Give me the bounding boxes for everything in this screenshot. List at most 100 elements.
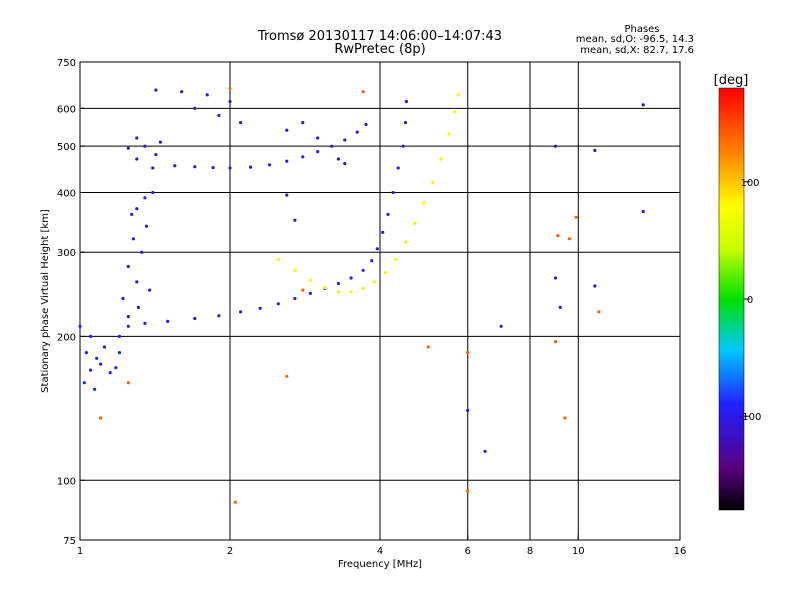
echo-point bbox=[233, 500, 237, 504]
echo-point bbox=[293, 296, 297, 301]
echo-point bbox=[267, 163, 272, 167]
echo-point bbox=[330, 144, 334, 148]
x-tick-label: 1 bbox=[77, 546, 83, 557]
echo-point bbox=[349, 290, 353, 294]
echo-point bbox=[439, 157, 443, 161]
echo-point bbox=[239, 310, 243, 314]
echo-point bbox=[285, 193, 289, 197]
echo-point bbox=[453, 110, 457, 114]
echo-point bbox=[193, 106, 197, 110]
echo-point bbox=[276, 257, 280, 261]
echo-point bbox=[285, 374, 289, 378]
echo-point bbox=[143, 196, 147, 200]
x-tick-label: 16 bbox=[674, 546, 687, 557]
echo-point bbox=[126, 381, 130, 385]
echo-point bbox=[140, 250, 144, 254]
echo-point bbox=[205, 93, 209, 97]
echo-point bbox=[126, 324, 130, 328]
echo-point bbox=[93, 387, 97, 391]
echo-point bbox=[144, 224, 149, 228]
y-tick-label: 75 bbox=[63, 536, 76, 547]
echo-point bbox=[466, 489, 470, 493]
echo-points bbox=[78, 86, 645, 504]
echo-point bbox=[293, 218, 297, 222]
echo-point bbox=[641, 209, 645, 214]
echo-point bbox=[102, 345, 107, 349]
colorbar bbox=[718, 87, 745, 511]
echo-point bbox=[466, 408, 470, 412]
echo-point bbox=[135, 207, 139, 211]
echo-point bbox=[386, 212, 390, 216]
echo-point bbox=[95, 356, 99, 360]
echo-point bbox=[180, 90, 184, 94]
echo-point bbox=[563, 416, 567, 420]
echo-point bbox=[403, 121, 408, 125]
y-tick-label: 300 bbox=[57, 248, 76, 259]
x-tick-label: 6 bbox=[465, 546, 471, 557]
echo-point bbox=[78, 324, 82, 328]
colorbar-tick-label: 0 bbox=[747, 295, 753, 306]
echo-point bbox=[431, 180, 435, 184]
echo-point bbox=[553, 144, 558, 148]
echo-point bbox=[336, 157, 340, 161]
echo-point bbox=[593, 284, 597, 288]
echo-point bbox=[135, 136, 139, 140]
echo-point bbox=[154, 88, 158, 92]
colorbar-label: [deg] bbox=[714, 73, 749, 88]
x-axis-label: Frequency [MHz] bbox=[338, 559, 422, 570]
echo-point bbox=[593, 148, 597, 152]
echo-point bbox=[276, 302, 280, 306]
echo-point bbox=[426, 345, 430, 349]
echo-point bbox=[249, 165, 253, 169]
echo-point bbox=[148, 288, 152, 292]
echo-point bbox=[308, 278, 312, 282]
echo-point bbox=[336, 290, 340, 294]
echo-point bbox=[166, 319, 170, 323]
axis-ticks: 1 2 4 6 8 10 16 75 100 200 300 400 500 600 750 bbox=[57, 58, 686, 557]
echo-point bbox=[370, 259, 374, 263]
echo-point bbox=[258, 306, 262, 310]
echo-point bbox=[403, 240, 408, 244]
echo-point bbox=[553, 276, 558, 280]
echo-point bbox=[349, 276, 353, 280]
x-tick-label: 8 bbox=[527, 546, 533, 557]
y-tick-label: 600 bbox=[57, 104, 76, 115]
echo-point bbox=[343, 161, 347, 166]
echo-point bbox=[375, 247, 379, 251]
echo-point bbox=[158, 140, 162, 144]
x-tick-label: 2 bbox=[227, 546, 233, 557]
echo-point bbox=[316, 136, 320, 140]
echo-point bbox=[151, 190, 155, 195]
y-tick-label: 750 bbox=[57, 58, 76, 69]
grid-lines bbox=[80, 62, 680, 540]
echo-point bbox=[381, 230, 385, 234]
echo-point bbox=[117, 334, 122, 338]
echo-point bbox=[401, 144, 405, 148]
echo-point bbox=[361, 268, 365, 272]
echo-point bbox=[364, 122, 368, 127]
echo-point bbox=[114, 366, 118, 370]
echo-point bbox=[641, 103, 645, 107]
echo-point bbox=[143, 144, 147, 148]
echo-point bbox=[285, 159, 289, 163]
y-axis-label: Stationary phase Virtual Height [km] bbox=[40, 209, 51, 393]
echo-point bbox=[372, 280, 377, 284]
echo-point bbox=[553, 340, 558, 344]
echo-point bbox=[394, 257, 398, 261]
chart-subtitle: RwPretec (8p) bbox=[334, 42, 425, 57]
echo-point bbox=[228, 99, 232, 104]
echo-point bbox=[466, 351, 470, 355]
echo-point bbox=[483, 449, 487, 453]
echo-point bbox=[217, 314, 221, 318]
y-tick-label: 100 bbox=[57, 476, 76, 487]
echo-point bbox=[355, 130, 359, 134]
echo-point bbox=[293, 268, 297, 272]
x-tick-label: 10 bbox=[572, 546, 585, 557]
echo-point bbox=[499, 324, 503, 328]
phases-heading: Phases bbox=[624, 24, 659, 35]
echo-point bbox=[239, 121, 243, 125]
echo-point bbox=[193, 316, 197, 321]
echo-point bbox=[343, 138, 347, 142]
echo-point bbox=[383, 271, 387, 275]
echo-point bbox=[316, 150, 320, 154]
